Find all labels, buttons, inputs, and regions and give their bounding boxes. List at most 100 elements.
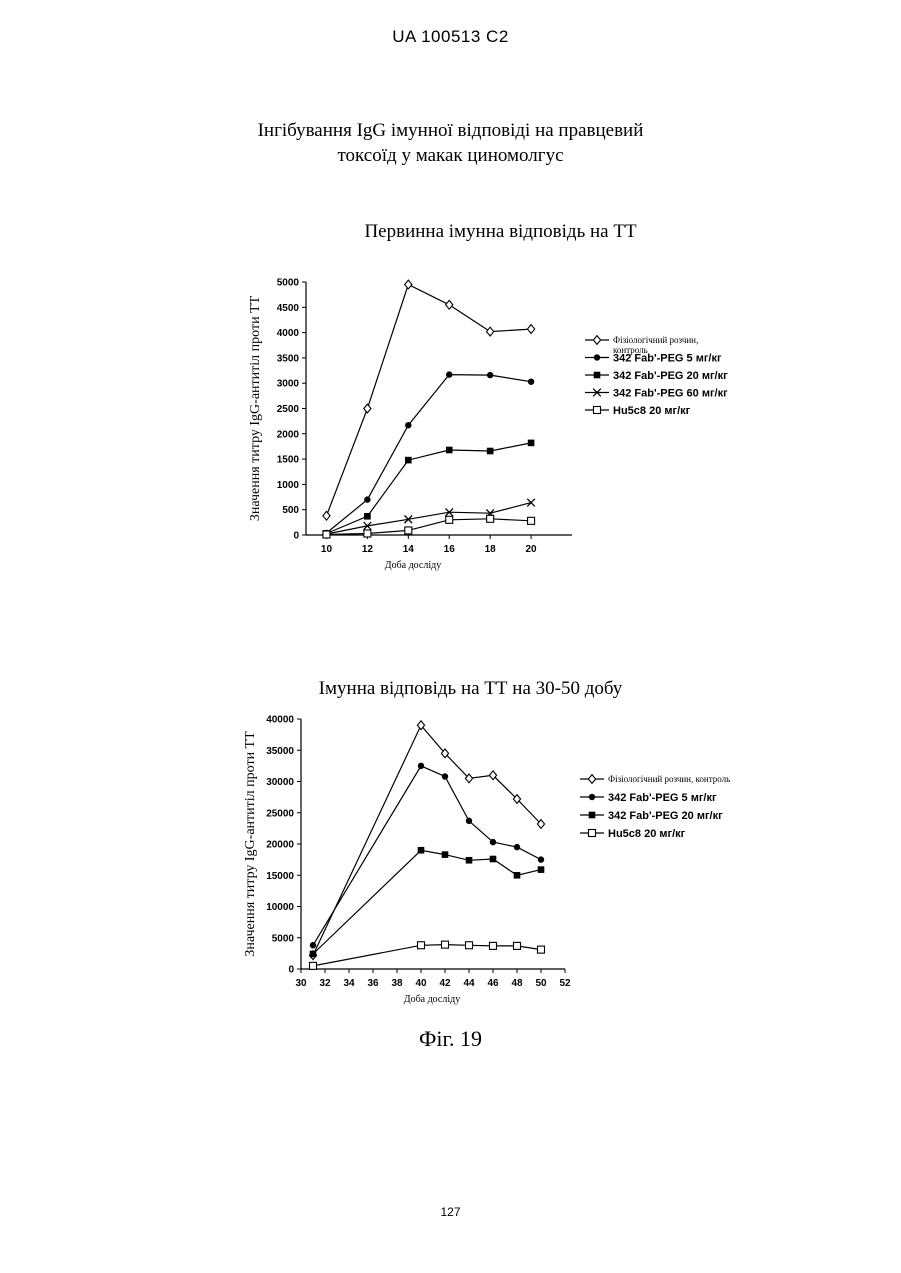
y-tick-label: 2000 <box>277 429 300 440</box>
data-point <box>446 300 453 309</box>
legend-marker <box>594 372 601 379</box>
legend-label: Hu5c8 20 мг/кг <box>613 405 691 417</box>
data-point <box>466 818 472 824</box>
data-point <box>514 942 521 949</box>
series-3 <box>310 847 545 957</box>
x-tick-label: 40 <box>415 978 427 989</box>
x-tick-label: 36 <box>367 978 379 989</box>
legend-label: Hu5c8 20 мг/кг <box>608 828 686 840</box>
data-point <box>490 856 497 863</box>
legend-marker <box>594 407 601 414</box>
x-tick-label: 14 <box>403 544 415 555</box>
legend-label: Фізіологічний розчин, контроль <box>608 774 730 784</box>
data-point <box>490 839 496 845</box>
data-point <box>405 422 411 428</box>
x-axis-label: Доба досліду <box>385 560 441 571</box>
x-tick-label: 32 <box>319 978 331 989</box>
legend-label: 342 Fab'-PEG 20 мг/кг <box>608 810 723 822</box>
data-point <box>538 946 545 953</box>
y-tick-label: 5000 <box>272 933 295 944</box>
series-line <box>327 375 532 533</box>
data-point <box>446 371 452 377</box>
y-tick-label: 1500 <box>277 455 300 466</box>
x-tick-label: 38 <box>391 978 403 989</box>
legend-entry-4: Hu5c8 20 мг/кг <box>580 828 686 840</box>
y-tick-label: 35000 <box>266 746 294 757</box>
y-tick-label: 40000 <box>266 715 294 726</box>
series-line <box>327 443 532 534</box>
legend-entry-3: 342 Fab'-PEG 20 мг/кг <box>585 370 728 382</box>
data-point <box>442 773 448 779</box>
data-point <box>527 499 535 507</box>
day-30-50-response-chart: 0500010000150002000025000300003500040000… <box>0 705 901 1035</box>
data-point <box>446 516 453 523</box>
series-line <box>313 766 541 945</box>
data-point <box>364 404 371 413</box>
legend-marker <box>589 830 596 837</box>
x-tick-label: 48 <box>511 978 523 989</box>
legend-marker <box>589 794 595 800</box>
page-number: 127 <box>0 1205 901 1219</box>
legend-entry-5: Hu5c8 20 мг/кг <box>585 405 691 417</box>
data-point <box>466 857 473 864</box>
y-tick-label: 500 <box>282 505 299 516</box>
x-tick-label: 46 <box>487 978 499 989</box>
legend-entry-2: 342 Fab'-PEG 5 мг/кг <box>580 792 717 804</box>
legend-label: 342 Fab'-PEG 5 мг/кг <box>608 792 717 804</box>
legend-entry-4: 342 Fab'-PEG 60 мг/кг <box>585 388 728 400</box>
x-tick-label: 16 <box>444 544 456 555</box>
data-point <box>528 440 535 447</box>
data-point <box>364 513 371 520</box>
y-tick-label: 10000 <box>266 902 294 913</box>
data-point <box>514 844 520 850</box>
data-point <box>487 448 494 455</box>
series-2 <box>323 371 534 536</box>
data-point <box>364 530 371 537</box>
legend-entry-1: Фізіологічний розчин, контроль <box>580 774 730 784</box>
y-tick-label: 20000 <box>266 840 294 851</box>
data-point <box>446 447 453 454</box>
x-tick-label: 52 <box>559 978 571 989</box>
legend-label: 342 Fab'-PEG 60 мг/кг <box>613 388 728 400</box>
data-point <box>418 942 425 949</box>
primary-response-chart: 0500100015002000250030003500400045005000… <box>0 265 901 595</box>
data-point <box>418 847 425 854</box>
series-line <box>313 945 541 966</box>
data-point <box>490 942 497 949</box>
y-tick-label: 1000 <box>277 480 300 491</box>
data-point <box>514 872 521 879</box>
x-tick-label: 12 <box>362 544 374 555</box>
legend-label: Фізіологічний розчин, <box>613 335 698 345</box>
figure-title-line-1: Інгібування IgG імунної відповіді на пра… <box>0 118 901 143</box>
chart-1-title: Первинна імунна відповідь на ТТ <box>50 221 901 243</box>
y-tick-label: 0 <box>293 531 299 542</box>
y-tick-label: 5000 <box>277 278 300 289</box>
data-point <box>527 325 534 334</box>
legend-marker <box>589 812 596 819</box>
figure-title-line-2: токсоїд у макак циномолгус <box>0 143 901 168</box>
x-tick-label: 10 <box>321 544 333 555</box>
y-tick-label: 3000 <box>277 379 300 390</box>
x-tick-label: 30 <box>295 978 307 989</box>
legend-marker <box>593 336 600 345</box>
data-point <box>405 280 412 289</box>
data-point <box>310 951 317 958</box>
data-point <box>528 517 535 524</box>
data-point <box>310 942 316 948</box>
series-4 <box>310 941 545 969</box>
legend-entry-2: 342 Fab'-PEG 5 мг/кг <box>585 353 722 365</box>
y-tick-label: 2500 <box>277 404 300 415</box>
data-point <box>487 372 493 378</box>
series-4 <box>323 499 535 538</box>
x-axis-label: Доба досліду <box>404 994 460 1005</box>
legend-label: 342 Fab'-PEG 20 мг/кг <box>613 370 728 382</box>
y-tick-label: 4500 <box>277 303 300 314</box>
data-point <box>323 531 330 538</box>
series-line <box>313 850 541 954</box>
x-tick-label: 50 <box>535 978 547 989</box>
data-point <box>538 866 545 873</box>
data-point <box>528 378 534 384</box>
data-point <box>418 763 424 769</box>
data-point <box>364 496 370 502</box>
y-tick-label: 0 <box>288 965 294 976</box>
